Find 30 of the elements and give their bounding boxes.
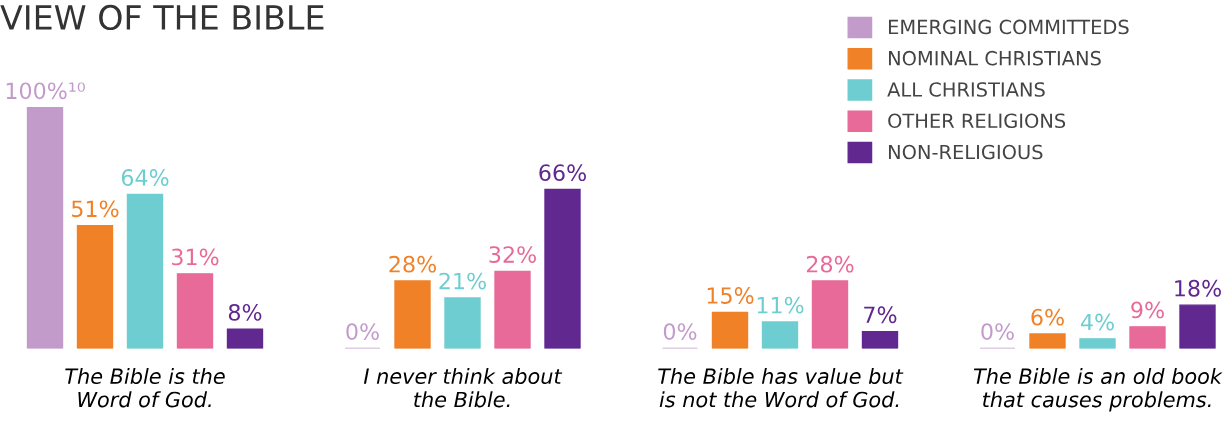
data-label: 0% [346,323,379,341]
data-label: 32% [489,246,536,263]
legend-label: NOMINAL CHRISTIANS [889,50,1101,66]
x-tick-label: The Bible is an old book that causes problems. [973,367,1223,412]
x-tick-label: I never think about the Bible. [363,367,563,408]
data-label: 100%¹⁰ [6,82,85,100]
data-label: 4% [1080,313,1114,331]
data-label: 28% [389,255,436,273]
data-label: 28% [806,255,854,273]
data-label: 21% [439,272,486,290]
data-label: 64% [121,169,169,186]
data-label: 0% [663,323,697,341]
data-label: 51% [72,200,119,218]
data-label: 66% [539,164,586,182]
data-label: 11% [757,296,804,314]
legend-label: EMERGING COMMITTEDS [889,19,1129,35]
legend-label: ALL CHRISTIANS [887,82,1045,97]
x-tick-label: The Bible is the Word of God. [65,367,225,408]
data-label: 6% [1031,308,1064,326]
legend-label: OTHER RELIGIONS [888,113,1066,129]
data-label: 15% [707,287,754,304]
data-label: 7% [864,306,897,324]
data-label: 9% [1131,301,1164,319]
data-label: 0% [981,323,1014,341]
x-tick-label: The Bible has value but is not the Word of God. [658,367,904,408]
data-label: 8% [228,303,262,321]
data-label: 31% [172,248,219,266]
data-label: 18% [1175,279,1221,297]
chart-title: VIEW OF THE BIBLE [0,4,324,31]
legend-label: NON-RELIGIOUS [889,144,1043,160]
